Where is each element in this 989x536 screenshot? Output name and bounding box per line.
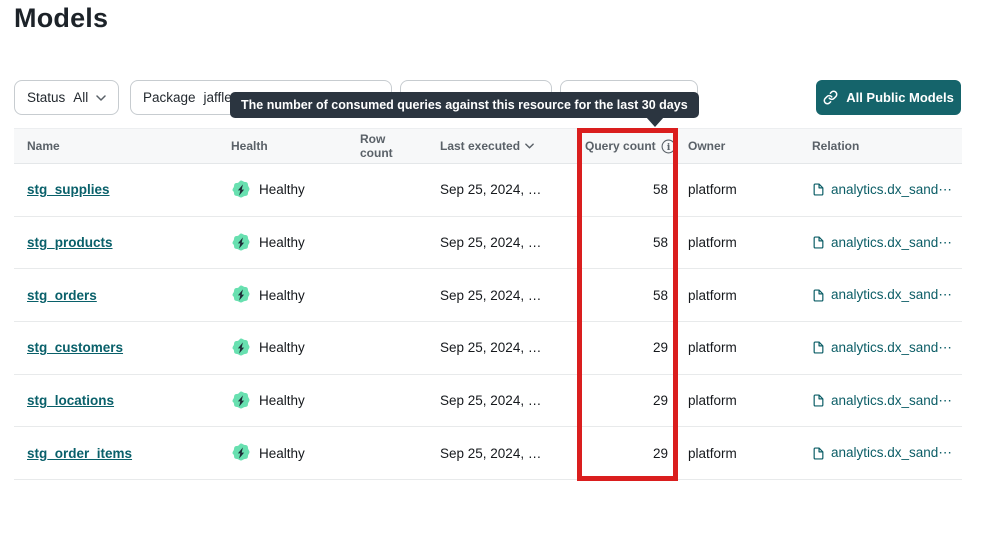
table-row: stg_locations Healthy Sep 25, 2024, … 29… (14, 375, 962, 428)
model-name-link[interactable]: stg_orders (27, 287, 97, 303)
table-row: stg_supplies Healthy Sep 25, 2024, … 58 … (14, 164, 962, 217)
status-filter-dropdown[interactable]: Status All (14, 80, 119, 115)
health-status: Healthy (231, 443, 305, 463)
last-executed-value: Sep 25, 2024, … (440, 235, 542, 251)
last-executed-value: Sep 25, 2024, … (440, 445, 542, 461)
tooltip-arrow (646, 117, 664, 127)
health-seal-lightning-icon (232, 233, 250, 251)
relation-link[interactable]: analytics.dx_sand⋯ (812, 445, 952, 461)
health-status: Healthy (231, 180, 305, 200)
query-count-value: 58 (652, 287, 668, 303)
file-icon (813, 236, 824, 249)
svg-text:i: i (666, 141, 670, 152)
column-header-relation: Relation (812, 139, 860, 153)
health-status: Healthy (231, 233, 305, 253)
query-count-value: 58 (652, 182, 668, 198)
health-seal-lightning-icon (232, 338, 250, 356)
model-name-link[interactable]: stg_products (27, 235, 113, 251)
column-header-row-count: Row count (360, 132, 393, 160)
query-count-tooltip: The number of consumed queries against t… (230, 92, 699, 118)
page-title: Models (14, 3, 109, 33)
table-row: stg_customers Healthy Sep 25, 2024, … 29… (14, 322, 962, 375)
owner-value: platform (688, 235, 737, 251)
file-icon (813, 341, 824, 354)
owner-value: platform (688, 445, 737, 461)
health-status: Healthy (231, 391, 305, 411)
sort-chevron-down-icon[interactable] (525, 143, 534, 149)
health-seal-lightning-icon (232, 443, 250, 461)
relation-link[interactable]: analytics.dx_sand⋯ (812, 182, 952, 198)
column-header-last-executed[interactable]: Last executed (421, 139, 585, 153)
info-circle-icon[interactable]: i (661, 139, 676, 154)
relation-link[interactable]: analytics.dx_sand⋯ (812, 287, 952, 303)
model-name-link[interactable]: stg_order_items (27, 445, 133, 461)
file-icon (813, 289, 824, 302)
query-count-value: 29 (652, 340, 668, 356)
health-seal-lightning-icon (232, 285, 250, 303)
file-icon (813, 447, 824, 460)
health-status: Healthy (231, 338, 305, 358)
owner-value: platform (688, 340, 737, 356)
file-icon (813, 394, 824, 407)
owner-value: platform (688, 393, 737, 409)
link-icon (823, 90, 838, 105)
column-header-owner: Owner (688, 139, 726, 153)
package-filter-label: Package (143, 90, 196, 105)
model-name-link[interactable]: stg_locations (27, 393, 115, 409)
model-name-link[interactable]: stg_customers (27, 340, 124, 356)
last-executed-value: Sep 25, 2024, … (440, 340, 542, 356)
model-name-link[interactable]: stg_supplies (27, 182, 110, 198)
table-row: stg_orders Healthy Sep 25, 2024, … 58 pl… (14, 269, 962, 323)
relation-link[interactable]: analytics.dx_sand⋯ (812, 235, 952, 251)
column-header-health: Health (231, 139, 268, 153)
query-count-value: 29 (652, 393, 668, 409)
last-executed-value: Sep 25, 2024, … (440, 287, 542, 303)
last-executed-value: Sep 25, 2024, … (440, 182, 542, 198)
table-row: stg_products Healthy Sep 25, 2024, … 58 … (14, 217, 962, 270)
status-filter-value: All (73, 90, 89, 105)
health-seal-lightning-icon (232, 391, 250, 409)
relation-link[interactable]: analytics.dx_sand⋯ (812, 340, 952, 356)
last-executed-value: Sep 25, 2024, … (440, 393, 542, 409)
models-table: Name Health Row count Last executed Quer… (14, 128, 962, 481)
owner-value: platform (688, 182, 737, 198)
table-row: stg_order_items Healthy Sep 25, 2024, … … (14, 427, 962, 481)
health-seal-lightning-icon (232, 180, 250, 198)
table-header-row: Name Health Row count Last executed Quer… (14, 128, 962, 164)
all-public-models-button[interactable]: All Public Models (816, 80, 961, 115)
chevron-down-icon (96, 94, 107, 101)
query-count-value: 29 (652, 445, 668, 461)
query-count-value: 58 (652, 235, 668, 251)
status-filter-label: Status (27, 90, 66, 105)
column-header-name: Name (27, 139, 60, 153)
file-icon (813, 183, 824, 196)
relation-link[interactable]: analytics.dx_sand⋯ (812, 393, 952, 409)
owner-value: platform (688, 287, 737, 303)
health-status: Healthy (231, 285, 305, 305)
column-header-query-count: Query count i (585, 139, 678, 154)
all-public-models-label: All Public Models (846, 90, 954, 105)
